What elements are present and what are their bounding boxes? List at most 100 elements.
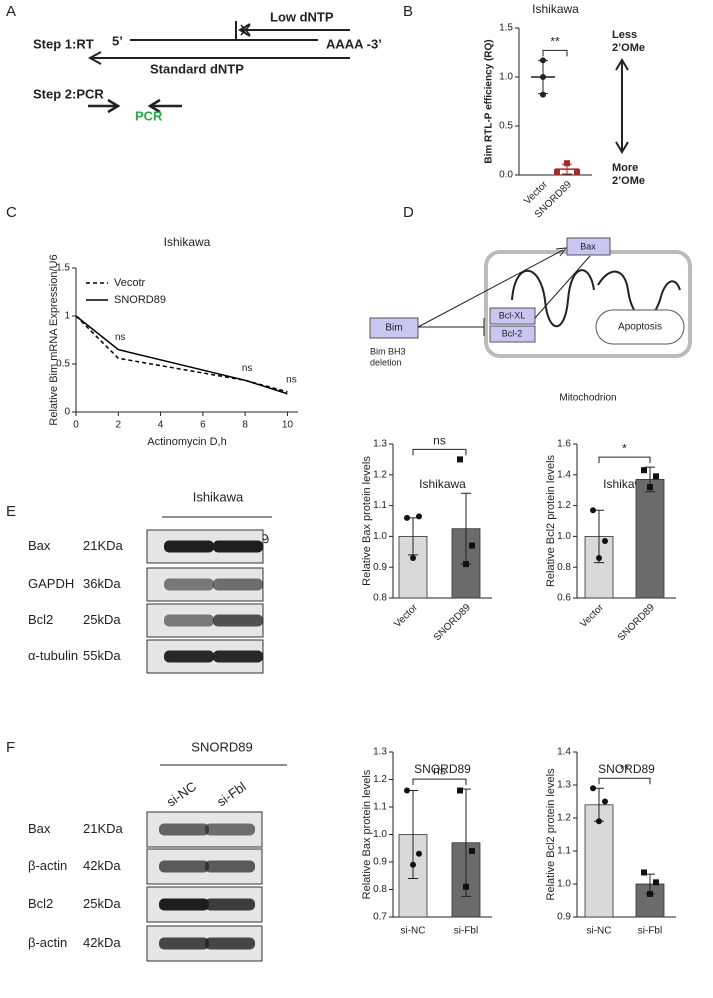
step-label: Step 2:PCR <box>33 86 104 101</box>
annotation: ns <box>115 332 126 343</box>
band <box>213 578 263 591</box>
y-tick-label: 1.5 <box>499 23 513 34</box>
x-tick-label: si-Fbl <box>638 926 662 937</box>
chart-title: SNORD89 <box>598 762 655 776</box>
legend-label: SNORD89 <box>114 294 166 306</box>
inhibition-edge <box>534 255 591 319</box>
block-mark <box>240 24 251 36</box>
significance-label: ** <box>620 762 630 776</box>
data-point <box>641 869 647 876</box>
y-axis-label: Relative Bax protein levels <box>361 769 373 899</box>
double-arrow <box>615 58 629 154</box>
y-tick-label: 1.2 <box>373 774 387 785</box>
data-point <box>410 861 416 868</box>
node-label: Bcl-XL <box>499 310 526 320</box>
protein-label: GAPDH <box>28 576 74 591</box>
series-line <box>75 315 288 393</box>
y-tick-label: 0.8 <box>373 884 387 895</box>
y-tick-label: 0.8 <box>373 593 387 604</box>
significance-bracket <box>412 778 467 786</box>
size-label: 25kDa <box>83 612 121 627</box>
y-tick-label: 1.1 <box>373 802 387 813</box>
y-tick-label: 1.2 <box>373 469 387 480</box>
x-tick-label: si-NC <box>587 926 612 937</box>
data-point <box>653 473 659 480</box>
protein-label: Bax <box>28 821 51 836</box>
band <box>213 540 263 553</box>
data-point <box>641 467 647 474</box>
data-point <box>410 554 416 561</box>
significance-label: ns <box>433 434 446 448</box>
blot-title: Ishikawa <box>193 489 244 504</box>
data-point <box>457 456 463 463</box>
y-tick-label: 0.9 <box>373 857 387 868</box>
label: 5’ <box>112 33 123 48</box>
y-tick-label: 0.5 <box>56 359 70 370</box>
protein-label: α-tubulin <box>28 648 78 663</box>
chart-title: Ishikawa <box>419 477 466 491</box>
band <box>205 937 255 950</box>
y-tick-label: 0.6 <box>557 593 571 604</box>
lane-label: si-NC <box>164 779 199 810</box>
caption: Mitochodrion <box>559 393 616 404</box>
y-tick-label: 0.9 <box>557 912 571 923</box>
data-point <box>457 787 463 794</box>
x-tick-label: si-NC <box>401 926 426 937</box>
x-tick-label: Vector <box>392 602 420 630</box>
chart-title: Ishikawa <box>532 2 579 16</box>
y-tick-label: 0.0 <box>499 170 513 181</box>
band <box>213 614 263 627</box>
x-tick-label: 2 <box>116 420 122 431</box>
arrow-head <box>107 98 121 114</box>
chart-title: Ishikawa <box>164 235 211 249</box>
data-point <box>647 484 653 491</box>
node-label: Bcl-2 <box>502 328 523 338</box>
band <box>159 898 209 911</box>
bax-node <box>566 237 611 256</box>
size-label: 25kDa <box>83 896 121 911</box>
y-tick-label: 0 <box>64 407 70 418</box>
bim-node <box>369 317 419 339</box>
band <box>159 937 209 950</box>
side-label: 2’OMe <box>612 175 645 187</box>
panel-a: Step 1:RT Low dNTP 5’ AAAA -3’ Standard … <box>33 9 382 123</box>
data-point <box>404 514 410 521</box>
label: PCR <box>135 108 163 123</box>
data-point <box>540 57 546 64</box>
node-label: Bim <box>385 323 402 334</box>
size-label: 21KDa <box>83 821 124 836</box>
label: AAAA -3’ <box>326 36 382 51</box>
band <box>213 650 263 663</box>
bcl-xl-node <box>489 307 536 325</box>
significance-label: ns <box>433 763 446 777</box>
y-tick-label: 1 <box>64 311 70 322</box>
data-point <box>404 787 410 794</box>
panel-label: F <box>6 739 15 756</box>
data-point <box>596 818 602 825</box>
data-point <box>602 538 608 545</box>
label: Low dNTP <box>270 9 334 24</box>
significance-label: * <box>622 441 627 455</box>
band <box>205 898 255 911</box>
y-tick-label: 1.0 <box>499 72 513 83</box>
x-tick-label: Vector <box>578 602 606 630</box>
panel-label: D <box>403 204 414 221</box>
bar <box>635 479 665 599</box>
x-axis-label: Actinomycin D,h <box>147 436 226 448</box>
size-label: 42kDa <box>83 858 121 873</box>
arrow-head <box>87 51 102 65</box>
x-tick-label: SNORD89 <box>432 602 473 643</box>
data-point <box>469 542 475 549</box>
y-tick-label: 1.0 <box>557 531 571 542</box>
significance-bracket <box>542 49 568 57</box>
band <box>164 540 214 553</box>
y-tick-label: 1.1 <box>373 500 387 511</box>
y-axis-label: Relative Bcl2 protein levels <box>545 768 557 901</box>
x-tick-label: SNORD89 <box>616 602 657 643</box>
data-point <box>590 785 596 792</box>
size-label: 55kDa <box>83 648 121 663</box>
y-tick-label: 1.2 <box>557 813 571 824</box>
protein-label: β-actin <box>28 935 67 950</box>
step-label: Step 1:RT <box>33 36 94 51</box>
